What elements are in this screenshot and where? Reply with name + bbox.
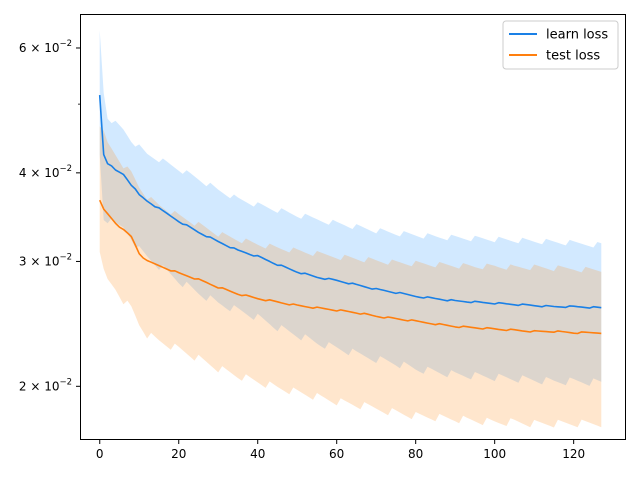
- x-axis: 0 20 40 60 80 100 120: [96, 440, 585, 461]
- plot-frame: [80, 14, 626, 440]
- y-tick-label: 4 × 10−2: [19, 164, 72, 180]
- y-tick-label: 3 × 10−2: [19, 252, 72, 268]
- y-axis: 6 × 10−2 4 × 10−2 3 × 10−2 2 × 10−2: [19, 39, 80, 393]
- band-1: [99, 126, 602, 428]
- x-tick-label: 120: [562, 447, 585, 461]
- y-tick-label: 6 × 10−2: [19, 39, 72, 55]
- series-line-1: [98, 199, 602, 335]
- band-0: [99, 30, 602, 386]
- legend-label: test loss: [546, 49, 600, 64]
- x-tick-label: 20: [171, 447, 186, 461]
- series-lines: [98, 95, 602, 335]
- legend-label: learn loss: [546, 28, 608, 43]
- legend: learn loss test loss: [502, 20, 619, 70]
- x-tick-label: 60: [329, 447, 344, 461]
- confidence-bands: [99, 30, 602, 428]
- x-tick-label: 100: [483, 447, 506, 461]
- x-tick-label: 0: [96, 447, 104, 461]
- series-line-0: [98, 95, 602, 309]
- x-tick-label: 80: [408, 447, 423, 461]
- x-tick-label: 40: [250, 447, 265, 461]
- y-tick-label: 2 × 10−2: [19, 377, 72, 393]
